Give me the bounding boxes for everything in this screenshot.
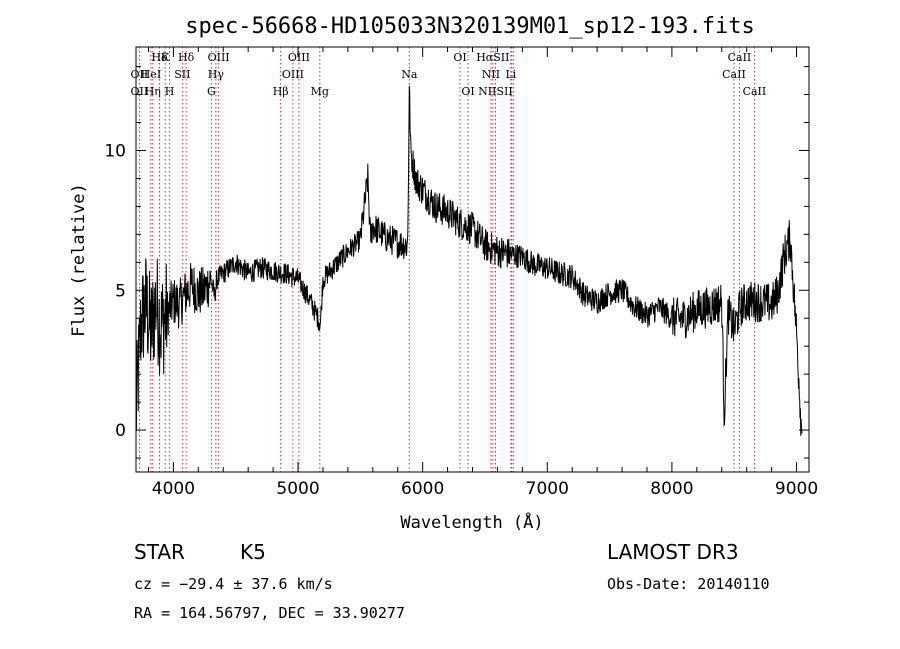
- line-label-25: CaII: [743, 85, 767, 98]
- survey-name: LAMOST DR3: [607, 540, 739, 564]
- line-label-20: NII: [482, 68, 500, 81]
- line-label-15: Mg: [311, 85, 329, 98]
- x-tick-label-2: 6000: [401, 479, 444, 499]
- line-label-22: NIISII: [478, 85, 513, 98]
- redshift-value: cz = −29.4 ± 37.6 km/s: [134, 575, 333, 593]
- line-label-16: Na: [401, 68, 418, 81]
- obs-date: Obs-Date: 20140110: [607, 575, 770, 593]
- line-label-3: OII: [131, 68, 149, 81]
- line-label-11: G: [207, 85, 216, 98]
- axis-ticks-layer: 4000 5000 6000 7000 8000 9000 0 5 10: [104, 47, 818, 499]
- y-axis-label: Flux (relative): [69, 183, 89, 337]
- line-label-5: SII: [174, 68, 190, 81]
- spectrum-trace: [135, 85, 803, 436]
- line-label-6: OII: [131, 85, 149, 98]
- spectral-subclass: K5: [240, 540, 266, 564]
- line-label-12: OIII: [288, 51, 310, 64]
- line-label-19: HαSII: [476, 51, 509, 64]
- line-label-10: Hγ: [208, 68, 225, 81]
- line-label-1: K: [161, 51, 170, 64]
- x-tick-label-1: 5000: [276, 479, 319, 499]
- line-label-8: H: [165, 85, 175, 98]
- x-tick-label-4: 8000: [650, 479, 693, 499]
- x-tick-label-0: 4000: [152, 479, 195, 499]
- coordinates: RA = 164.56797, DEC = 33.90277: [134, 604, 405, 622]
- x-tick-label-3: 7000: [526, 479, 569, 499]
- line-label-23: CaII: [728, 51, 752, 64]
- line-label-7: Hη: [145, 85, 161, 98]
- line-markers-layer: [138, 47, 755, 472]
- line-label-2: Hδ: [178, 51, 195, 64]
- line-label-4: HeI: [141, 68, 161, 81]
- object-class: STAR: [134, 540, 185, 564]
- line-label-24: CaII: [722, 68, 746, 81]
- line-label-18: OI: [461, 85, 474, 98]
- line-label-21: Li: [505, 68, 516, 81]
- line-label-13: OIII: [282, 68, 304, 81]
- y-tick-label-1: 5: [115, 281, 126, 301]
- spectrum-layer: [135, 85, 803, 436]
- line-label-17: OI: [453, 51, 466, 64]
- line-label-0: Hδ: [151, 51, 168, 64]
- line-label-9: OIII: [208, 51, 230, 64]
- x-tick-label-5: 9000: [775, 479, 818, 499]
- y-tick-label-2: 10: [104, 141, 126, 161]
- y-tick-label-0: 0: [115, 421, 126, 441]
- line-label-14: Hβ: [273, 85, 289, 98]
- x-axis-label: Wavelength (Å): [400, 511, 543, 533]
- chart-title: spec-56668-HD105033N320139M01_sp12-193.f…: [185, 14, 755, 39]
